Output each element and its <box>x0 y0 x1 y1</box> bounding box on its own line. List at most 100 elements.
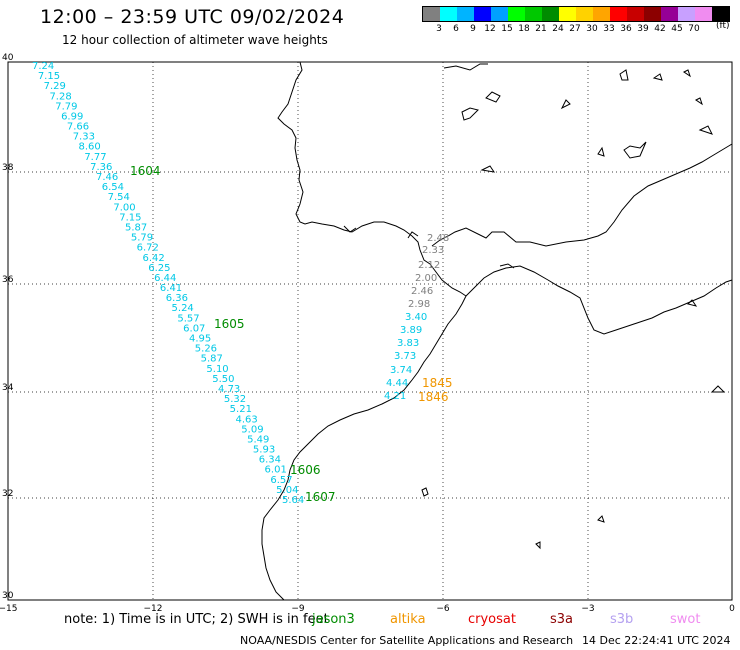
page-title: 12:00 – 23:59 UTC 09/02/2024 <box>40 6 345 28</box>
pass-time-label: 1607 <box>305 490 336 504</box>
legend-color-bar <box>422 6 730 22</box>
legend-tick-label: 27 <box>569 24 581 34</box>
wave-height-value: 5.04 <box>276 485 298 496</box>
wave-height-value: 4.21 <box>384 391 406 402</box>
longitude-tick-label: −6 <box>436 604 450 614</box>
legend-tick-label: 33 <box>603 24 615 34</box>
wave-height-value: 5.64 <box>282 495 304 506</box>
wave-height-value: 6.54 <box>102 182 124 193</box>
wave-height-value: 3.74 <box>390 365 412 376</box>
legend-tick-label: 70 <box>688 24 700 34</box>
footnote: note: 1) Time is in UTC; 2) SWH is in fe… <box>64 612 329 627</box>
pass-time-label: 1606 <box>290 463 321 477</box>
legend-tick-label: 6 <box>453 24 459 34</box>
coastline <box>261 61 733 601</box>
legend-swatch <box>695 7 712 21</box>
wave-height-value: 2.12 <box>418 260 440 271</box>
wave-height-value: 7.79 <box>55 101 77 112</box>
wave-height-value: 4.73 <box>218 384 240 395</box>
wave-height-value: 7.54 <box>108 192 130 203</box>
longitude-tick-label: −15 <box>0 604 18 614</box>
wave-height-value: 7.00 <box>113 202 135 213</box>
wave-height-value: 5.24 <box>172 303 194 314</box>
wave-height-value: 6.01 <box>265 465 287 476</box>
legend-tick-label: 36 <box>620 24 632 34</box>
wave-height-value: 6.99 <box>61 111 83 122</box>
map-frame <box>7 61 733 601</box>
longitude-tick-label: 0 <box>729 604 735 614</box>
wave-height-value: 7.15 <box>119 212 141 223</box>
wave-height-value: 7.24 <box>32 61 54 72</box>
satellite-name: altika <box>390 612 426 627</box>
legend-swatch <box>593 7 610 21</box>
wave-height-value: 4.44 <box>386 378 408 389</box>
longitude-tick-label: −9 <box>291 604 305 614</box>
color-legend: 3 6 9 12 15 18 21 24 27 30 33 36 39 42 45 70 <box>422 6 730 36</box>
wave-height-value: 7.33 <box>73 132 95 143</box>
satellite-name: cryosat <box>468 612 516 627</box>
latitude-tick-label: 40 <box>2 53 14 63</box>
longitude-tick-label: −12 <box>144 604 163 614</box>
wave-height-value: 7.36 <box>90 162 112 173</box>
wave-height-value: 7.77 <box>84 152 106 163</box>
wave-height-value: 6.36 <box>166 293 188 304</box>
legend-tick-label: 42 <box>654 24 666 34</box>
wave-height-value: 8.60 <box>79 142 101 153</box>
legend-swatch <box>576 7 593 21</box>
legend-tick-label: 15 <box>501 24 513 34</box>
satellite-name: s3b <box>610 612 634 627</box>
wave-height-value: 3.83 <box>397 338 419 349</box>
legend-swatch <box>508 7 525 21</box>
wave-height-value: 7.66 <box>67 122 89 133</box>
wave-height-value: 6.41 <box>160 283 182 294</box>
wave-height-value: 2.98 <box>408 299 430 310</box>
wave-height-value: 4.63 <box>235 414 257 425</box>
wave-height-value: 5.57 <box>177 313 199 324</box>
legend-swatch <box>559 7 576 21</box>
wave-height-value: 3.89 <box>400 325 422 336</box>
wave-height-value: 3.40 <box>405 312 427 323</box>
legend-tick-label: 3 <box>436 24 442 34</box>
legend-swatch <box>542 7 559 21</box>
satellite-name: s3a <box>550 612 574 627</box>
legend-tick-label: 24 <box>552 24 564 34</box>
wave-height-value: 5.87 <box>201 354 223 365</box>
wave-height-value: 5.49 <box>247 434 269 445</box>
altika-track: 2.482.33 2.12 2.00 2.46 2.98 3.40 3.89 3.83 3.73… <box>384 233 449 402</box>
latitude-tick-label: 32 <box>2 489 13 499</box>
wave-height-value: 7.46 <box>96 172 118 183</box>
wave-height-value: 6.25 <box>148 263 170 274</box>
pass-time-label: 1605 <box>214 317 245 331</box>
wave-height-value: 7.28 <box>49 91 71 102</box>
wave-height-value: 6.42 <box>142 253 164 264</box>
legend-swatch <box>610 7 627 21</box>
legend-tick-label: 45 <box>671 24 683 34</box>
legend-swatch <box>440 7 457 21</box>
satellite-name: jason3 <box>312 612 355 627</box>
legend-swatch <box>491 7 508 21</box>
latitude-tick-label: 36 <box>2 275 14 285</box>
legend-swatch <box>525 7 542 21</box>
wave-height-value: 5.87 <box>125 222 147 233</box>
legend-swatch <box>457 7 474 21</box>
credit-line: NOAA/NESDIS Center for Satellite Applica… <box>240 634 574 647</box>
wave-height-value: 7.15 <box>38 71 60 82</box>
longitude-tick-label: −3 <box>581 604 594 614</box>
graticule <box>8 62 732 600</box>
legend-tick-label: 30 <box>586 24 598 34</box>
legend-swatch <box>423 7 440 21</box>
legend-swatch <box>678 7 695 21</box>
legend-swatch <box>644 7 661 21</box>
wave-height-value: 3.73 <box>394 351 416 362</box>
legend-swatch <box>661 7 678 21</box>
pass-time-label: 1604 <box>130 164 161 178</box>
wave-height-value: 5.32 <box>224 394 246 405</box>
wave-height-value: 5.26 <box>195 344 217 355</box>
wave-height-value: 6.44 <box>154 273 176 284</box>
legend-swatch <box>712 7 729 21</box>
wave-height-value: 5.79 <box>131 233 153 244</box>
legend-swatch <box>474 7 491 21</box>
satellite-name: swot <box>670 612 701 627</box>
